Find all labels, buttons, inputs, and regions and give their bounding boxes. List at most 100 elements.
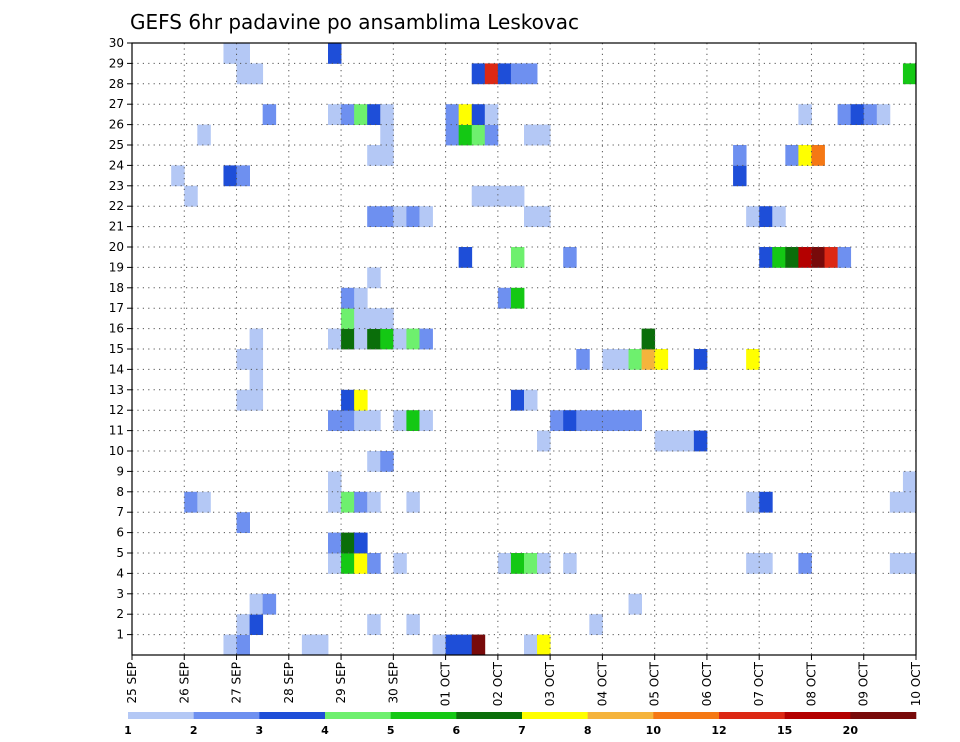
heatmap-cell — [341, 491, 355, 513]
heatmap-cell — [354, 328, 368, 350]
heatmap-cell — [354, 553, 368, 574]
heatmap-cell — [798, 247, 812, 268]
y-axis: 1234567891011121314151617181920212223242… — [109, 36, 132, 642]
colorbar-swatch — [850, 712, 917, 719]
x-tick-label: 30 SEP — [386, 662, 400, 704]
y-tick-label: 15 — [109, 342, 124, 356]
heatmap-cell — [458, 634, 473, 656]
heatmap-cell — [380, 328, 394, 350]
colorbar-swatch — [587, 712, 654, 719]
heatmap-cell — [458, 104, 473, 125]
heatmap-cell — [249, 593, 264, 615]
heatmap-cell — [837, 247, 852, 268]
heatmap-cell — [497, 63, 512, 85]
colorbar-label: 5 — [387, 724, 395, 737]
y-tick-label: 23 — [109, 179, 124, 193]
colorbar-swatch — [193, 712, 260, 719]
heatmap-cell — [798, 553, 812, 574]
heatmap-cell — [328, 410, 342, 431]
heatmap-cell — [249, 63, 264, 85]
heatmap-cell — [733, 145, 747, 166]
heatmap-cell — [563, 410, 577, 431]
x-axis: 25 SEP 26 SEP 27 SEP 28 SEP 29 SEP 30 SEP 01 O… — [125, 655, 923, 706]
y-tick-label: 29 — [109, 56, 124, 70]
y-tick-label: 24 — [109, 158, 124, 172]
heatmap-cell — [746, 553, 760, 574]
heatmap-cell — [628, 593, 642, 615]
colorbar-swatch — [719, 712, 785, 719]
heatmap-cell — [171, 165, 185, 187]
heatmap-cell — [889, 553, 904, 574]
heatmap-cell — [524, 553, 538, 574]
y-tick-label: 16 — [109, 322, 124, 336]
heatmap-cell — [471, 185, 486, 207]
heatmap-cell — [471, 124, 486, 146]
colorbar-swatch — [390, 712, 457, 719]
heatmap-cell — [471, 104, 486, 125]
heatmap-cell — [510, 63, 525, 85]
heatmap-cell — [380, 124, 394, 146]
x-tick-label: 04 OCT — [595, 661, 609, 706]
heatmap-cell — [798, 104, 812, 125]
colorbar-swatch — [784, 712, 851, 719]
heatmap-cell — [223, 165, 237, 187]
heatmap-cell — [380, 104, 394, 125]
colorbar-label: 6 — [453, 724, 461, 737]
x-tick-label: 25 SEP — [125, 662, 139, 704]
y-tick-label: 20 — [109, 240, 124, 254]
heatmap-cell — [367, 410, 381, 431]
heatmap-cell — [537, 430, 551, 452]
heatmap-cell — [837, 104, 852, 125]
heatmap-cell — [863, 104, 878, 125]
heatmap-cell — [314, 634, 329, 656]
heatmap-cell — [341, 389, 355, 411]
y-tick-label: 8 — [116, 485, 124, 499]
heatmap-cell — [419, 328, 433, 350]
heatmap-cell — [380, 206, 394, 227]
heatmap-cell — [563, 553, 577, 574]
heatmap-cell — [471, 634, 486, 656]
heatmap-cell — [197, 491, 211, 513]
colorbar-label: 12 — [711, 724, 726, 737]
heatmap-cell — [484, 104, 499, 125]
heatmap-cell — [354, 491, 368, 513]
heatmap-cell — [510, 287, 525, 309]
colorbar-swatch — [653, 712, 720, 719]
heatmap-cell — [328, 471, 342, 493]
heatmap-cell — [576, 349, 590, 370]
y-tick-label: 9 — [116, 464, 124, 478]
heatmap-cell — [354, 410, 368, 431]
heatmap-cell — [524, 206, 538, 227]
heatmap-cell — [249, 349, 264, 370]
heatmap-cell — [406, 614, 420, 635]
heatmap-cell — [236, 165, 250, 187]
heatmap-cell — [680, 430, 695, 452]
heatmap-cell — [236, 349, 250, 370]
heatmap-cell — [223, 43, 237, 64]
colorbar-swatch — [522, 712, 588, 719]
heatmap-cell — [902, 63, 917, 85]
heatmap-cell — [367, 553, 381, 574]
y-tick-label: 2 — [116, 607, 124, 621]
heatmap-cell — [615, 410, 629, 431]
heatmap-cell — [759, 206, 773, 227]
heatmap-cell — [367, 308, 381, 329]
colorbar-label: 10 — [646, 724, 662, 737]
heatmap-cell — [197, 124, 211, 146]
heatmap-cell — [406, 206, 420, 227]
heatmap-cell — [249, 614, 264, 635]
y-tick-label: 10 — [109, 444, 124, 458]
heatmap-cell — [236, 512, 250, 533]
heatmap-cell — [510, 553, 525, 574]
heatmap-cell — [759, 491, 773, 513]
heatmap-cell — [223, 634, 237, 656]
heatmap-cell — [341, 308, 355, 329]
heatmap-cell — [249, 369, 264, 391]
heatmap-cell — [236, 389, 250, 411]
x-tick-label: 09 OCT — [857, 661, 871, 706]
heatmap-cell — [419, 410, 433, 431]
heatmap-cell — [393, 410, 407, 431]
heatmap-cell — [458, 247, 473, 268]
heatmap-cell — [367, 328, 381, 350]
heatmap-cell — [510, 389, 525, 411]
